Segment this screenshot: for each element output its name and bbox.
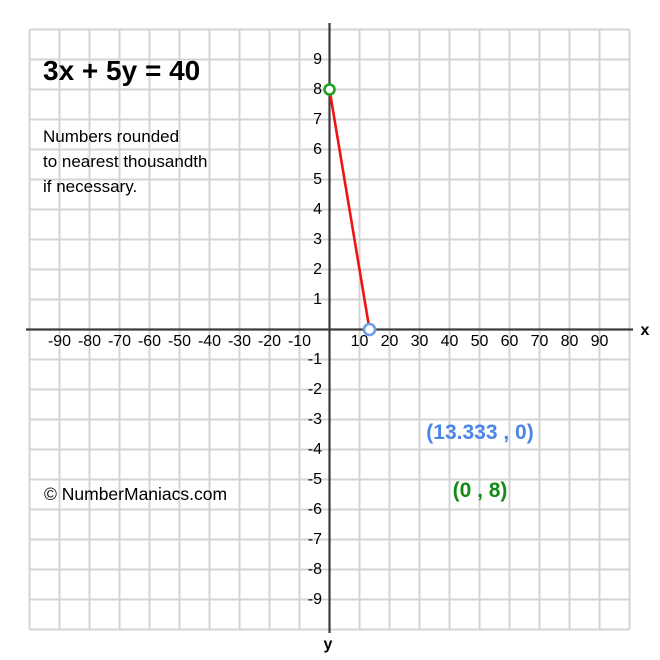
rounding-note-line: to nearest thousandth: [43, 152, 208, 171]
x-tick-label: -70: [107, 333, 132, 350]
x-tick-label: -40: [197, 333, 222, 350]
y-tick-label: 2: [313, 260, 322, 278]
y-intercept-point: [323, 83, 336, 96]
x-tick-label: -30: [227, 333, 252, 350]
x-tick-label: -50: [167, 333, 192, 350]
x-tick-label: -80: [77, 333, 102, 350]
x-axis-letter: x: [640, 322, 650, 339]
x-tick-label: 10: [350, 333, 369, 350]
x-tick-label: -60: [137, 333, 162, 350]
x-tick-label: 40: [440, 333, 459, 350]
x-intercept-point: [362, 322, 377, 337]
rounding-note-line: if necessary.: [43, 177, 138, 196]
rounding-note: Numbers rounded to nearest thousandth if…: [43, 124, 207, 199]
equation-title: 3x + 5y = 40: [43, 55, 201, 86]
x-tick-label: 20: [380, 333, 399, 350]
y-tick-label: -1: [307, 350, 322, 368]
y-tick-label: -9: [307, 590, 322, 608]
y-intercept-label: (0 , 8): [452, 479, 508, 502]
x-tick-label: 50: [470, 333, 489, 350]
x-tick-label: 30: [410, 333, 429, 350]
x-intercept-label: (13.333 , 0): [426, 421, 534, 444]
x-tick-label: 70: [530, 333, 549, 350]
y-tick-label: 3: [313, 230, 322, 248]
y-tick-label: -7: [307, 530, 322, 548]
y-tick-label: -8: [307, 560, 322, 578]
x-tick-label: 60: [500, 333, 519, 350]
y-tick-label: -3: [307, 410, 322, 428]
rounding-note-line: Numbers rounded: [43, 127, 180, 146]
x-tick-label: -90: [47, 333, 72, 350]
y-tick-label: 7: [313, 110, 322, 128]
y-tick-label: -4: [307, 440, 322, 458]
x-tick-label: -10: [287, 333, 312, 350]
y-tick-label: 6: [313, 140, 322, 158]
y-tick-label: 5: [313, 170, 322, 188]
y-tick-label: 8: [313, 80, 322, 98]
y-tick-label: 1: [313, 290, 322, 308]
equation-line: [328, 89, 371, 330]
x-tick-label: 80: [560, 333, 579, 350]
watermark: © NumberManiacs.com: [44, 484, 228, 504]
y-tick-label: -6: [307, 500, 322, 518]
x-tick-label: 90: [590, 333, 609, 350]
y-axis-letter: y: [323, 636, 333, 653]
x-tick-label: -20: [257, 333, 282, 350]
y-tick-label: -5: [307, 470, 322, 488]
y-tick-label: 4: [313, 200, 322, 218]
y-tick-label: 9: [313, 50, 322, 68]
y-tick-label: -2: [307, 380, 322, 398]
